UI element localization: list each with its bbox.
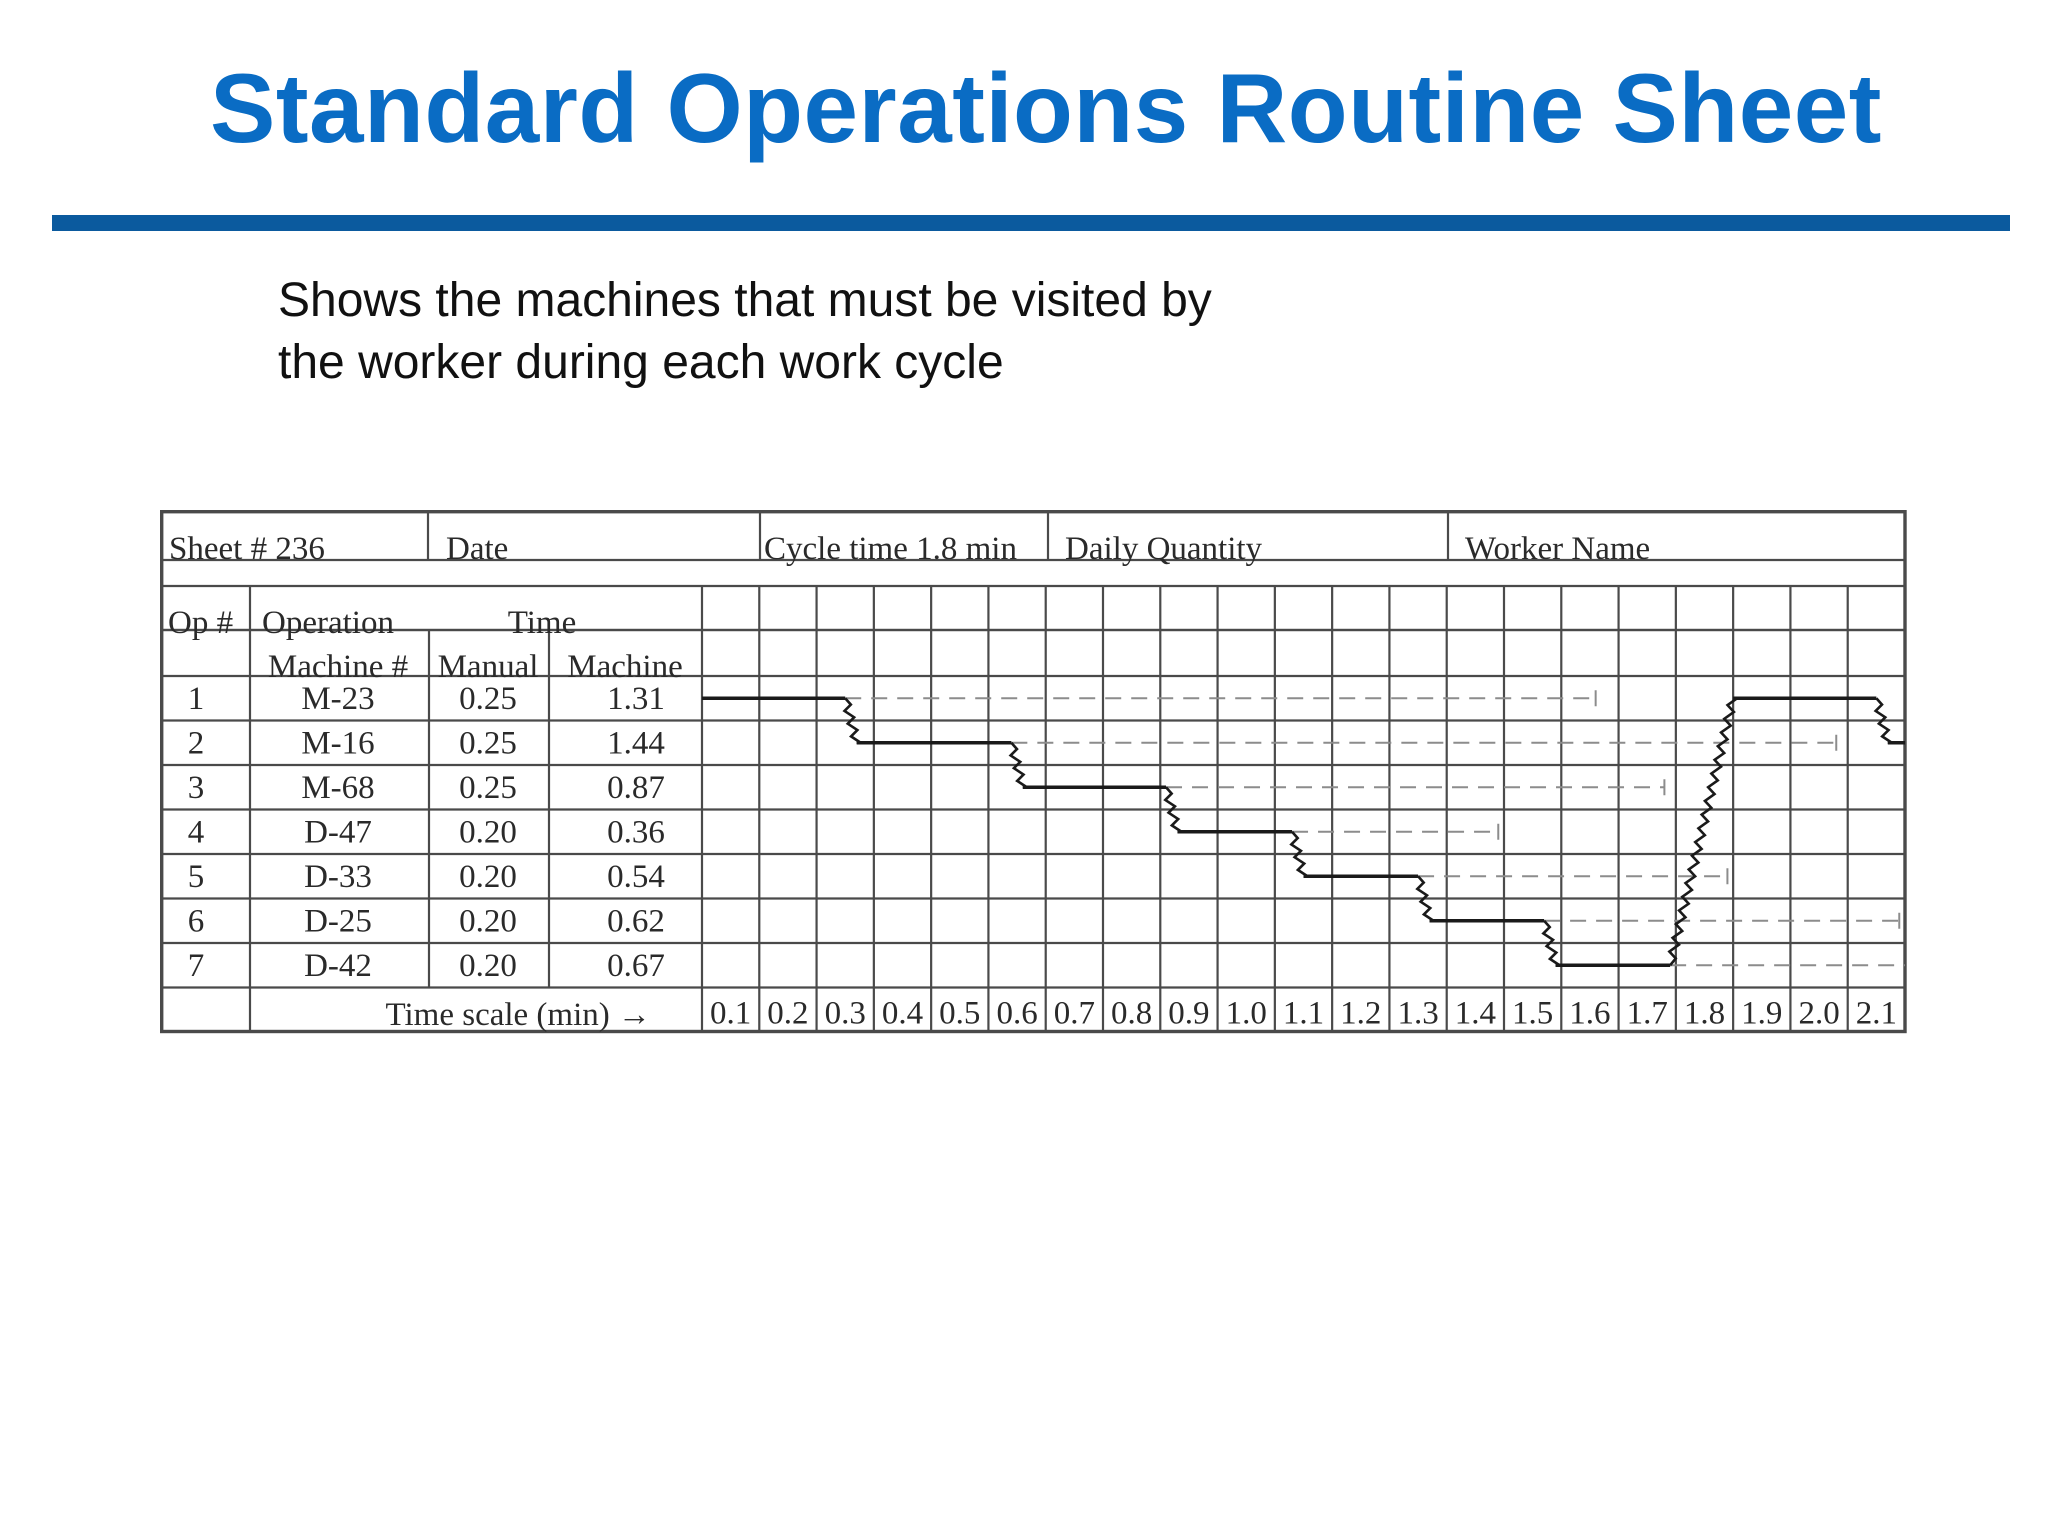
machine-number: D-47	[304, 815, 372, 851]
time-scale-tick: 1.1	[1283, 996, 1324, 1032]
time-scale-tick: 1.4	[1455, 996, 1496, 1032]
time-scale-tick: 1.0	[1226, 996, 1267, 1032]
cycle-time: Cycle time 1.8 min	[764, 531, 1017, 567]
machine-time: 0.87	[607, 770, 665, 806]
op-number: 1	[188, 681, 205, 717]
manual-time: 0.20	[459, 815, 517, 851]
operation-header: Operation	[262, 605, 394, 641]
machine-time: 0.62	[607, 904, 665, 940]
time-scale-tick: 0.6	[996, 996, 1037, 1032]
routine-sheet: Sheet # 236 Date Cycle time 1.8 min Dail…	[160, 510, 1920, 1055]
manual-time: 0.20	[459, 859, 517, 895]
walk-squiggle	[842, 697, 866, 745]
manual-time-header: Manual	[438, 649, 539, 685]
time-scale-tick: 2.1	[1856, 996, 1897, 1032]
time-scale-tick: 1.3	[1397, 996, 1438, 1032]
time-scale-tick: 0.7	[1054, 996, 1095, 1032]
time-scale-tick: 0.1	[710, 996, 751, 1032]
time-scale-tick: 1.7	[1627, 996, 1668, 1032]
manual-time: 0.20	[459, 948, 517, 984]
machine-number: M-16	[301, 726, 374, 762]
slide-title: Standard Operations Routine Sheet	[210, 53, 1882, 163]
walk-squiggle	[1873, 697, 1897, 745]
machine-number: D-25	[304, 904, 372, 940]
op-number: 4	[188, 815, 205, 851]
subtitle-line-1: Shows the machines that must be visited …	[278, 274, 1212, 327]
machine-number: M-68	[301, 770, 374, 806]
manual-time: 0.25	[459, 681, 517, 717]
machine-time: 0.67	[607, 948, 665, 984]
time-scale-tick: 2.0	[1798, 996, 1839, 1032]
sheet-border	[160, 510, 1907, 1034]
walk-squiggle	[1163, 786, 1186, 834]
machine-number: D-42	[304, 948, 372, 984]
time-scale-tick: 1.5	[1512, 996, 1553, 1032]
machine-time: 1.44	[607, 726, 665, 762]
date-label: Date	[446, 531, 508, 567]
walk-squiggle	[1415, 875, 1438, 923]
time-scale-tick: 1.9	[1741, 996, 1782, 1032]
return-walk-squiggle	[1667, 696, 1742, 967]
time-scale-tick: 1.8	[1684, 996, 1725, 1032]
op-number-header: Op #	[168, 605, 233, 641]
time-scale-tick: 0.2	[767, 996, 808, 1032]
machine-time: 0.54	[607, 859, 665, 895]
walk-squiggle	[1008, 741, 1032, 789]
machine-number-header: Machine #	[268, 649, 408, 685]
machine-time-header: Machine	[567, 649, 682, 685]
time-scale-tick: 0.4	[882, 996, 923, 1032]
op-number: 3	[188, 770, 205, 806]
machine-number: M-23	[301, 681, 374, 717]
op-number: 2	[188, 726, 205, 762]
time-scale-tick: 0.9	[1168, 996, 1209, 1032]
time-scale-tick: 1.2	[1340, 996, 1381, 1032]
machine-time: 0.36	[607, 815, 665, 851]
walk-squiggle	[1541, 919, 1564, 967]
daily-quantity-label: Daily Quantity	[1065, 531, 1263, 567]
machine-number: D-33	[304, 859, 372, 895]
routine-sheet-grid: Sheet # 236 Date Cycle time 1.8 min Dail…	[160, 510, 1907, 1034]
sheet-number: Sheet # 236	[169, 531, 325, 567]
time-header: Time	[508, 605, 576, 641]
time-scale-tick: 0.8	[1111, 996, 1152, 1032]
walk-squiggle	[1289, 830, 1312, 878]
worker-name-label: Worker Name	[1465, 531, 1650, 567]
time-scale-tick: 0.3	[825, 996, 866, 1032]
manual-time: 0.20	[459, 904, 517, 940]
time-scale-tick: 1.6	[1569, 996, 1610, 1032]
op-number: 6	[188, 904, 205, 940]
title-divider	[52, 215, 2010, 231]
machine-time: 1.31	[607, 681, 665, 717]
time-scale-tick: 0.5	[939, 996, 980, 1032]
manual-time: 0.25	[459, 770, 517, 806]
op-number: 5	[188, 859, 205, 895]
slide-subtitle: Shows the machines that must be visited …	[278, 270, 1478, 394]
op-number: 7	[188, 948, 205, 984]
manual-time: 0.25	[459, 726, 517, 762]
time-scale-label: Time scale (min) →	[386, 997, 652, 1033]
subtitle-line-2: the worker during each work cycle	[278, 336, 1004, 389]
